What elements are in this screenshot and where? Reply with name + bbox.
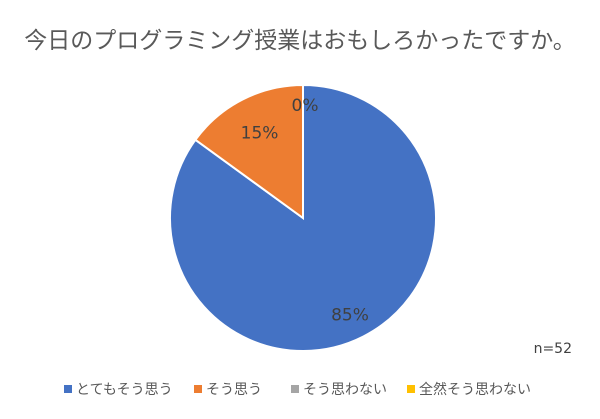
data-label-1: 85% bbox=[331, 305, 369, 325]
sample-size-annotation: n=52 bbox=[534, 341, 572, 357]
legend-swatch-2 bbox=[194, 385, 202, 393]
chart-title: 今日のプログラミング授業はおもしろかったですか。 bbox=[24, 28, 576, 54]
legend-label-4: 全然そう思わない bbox=[419, 381, 531, 398]
legend-swatch-4 bbox=[407, 385, 415, 393]
data-label-3: 0% bbox=[292, 96, 319, 116]
legend-label-3: そう思わない bbox=[303, 382, 387, 398]
legend-label-2: そう思う bbox=[206, 382, 262, 398]
legend-swatch-3 bbox=[291, 385, 299, 393]
pie-slice-2 bbox=[194, 83, 304, 220]
legend-swatch-1 bbox=[64, 385, 72, 393]
legend: とてもそう思う そう思う そう思わない 全然そう思わない bbox=[64, 381, 531, 398]
data-label-2: 15% bbox=[241, 124, 279, 144]
legend-label-1: とてもそう思う bbox=[76, 382, 173, 398]
